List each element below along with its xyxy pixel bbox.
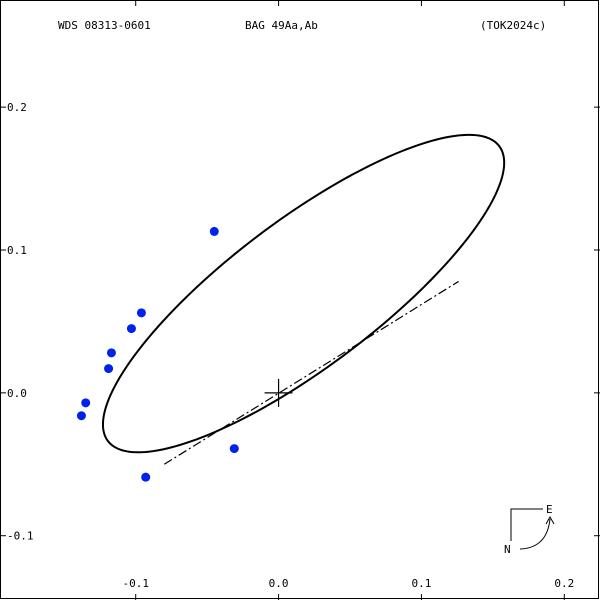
compass-arrowhead — [545, 515, 555, 525]
x-tick-label-1: 0.0 — [269, 577, 289, 590]
observation-point-7 — [141, 472, 151, 482]
compass-axes — [510, 508, 543, 541]
observation-points — [76, 226, 239, 482]
compass-east-label: E — [546, 503, 553, 516]
y-tick-label-2: 0.0 — [7, 387, 27, 400]
header-name: BAG 49Aa,Ab — [245, 19, 318, 32]
header-ref: (TOK2024c) — [480, 19, 546, 32]
x-tick-label-0: -0.1 — [122, 577, 149, 590]
observation-point-1 — [136, 308, 146, 318]
observation-point-4 — [104, 364, 114, 374]
observation-point-5 — [81, 398, 91, 408]
x-tick-label-2: 0.1 — [411, 577, 431, 590]
line-of-nodes — [163, 280, 459, 465]
y-tick-label-1: 0.1 — [7, 244, 27, 257]
y-tick-label-0: 0.2 — [7, 101, 27, 114]
orbit-ellipse — [101, 133, 506, 454]
compass: E N — [504, 503, 555, 556]
compass-arrow — [519, 518, 551, 550]
primary-star-cross — [264, 378, 293, 407]
observation-point-6 — [76, 411, 86, 421]
header-wds: WDS 08313-0601 — [58, 19, 151, 32]
observation-point-8 — [229, 444, 239, 454]
observation-point-2 — [126, 324, 136, 334]
observation-point-0 — [209, 226, 219, 236]
observation-point-3 — [106, 348, 116, 358]
x-tick-label-3: 0.2 — [554, 577, 574, 590]
y-tick-label-3: -0.1 — [7, 530, 34, 543]
compass-north-label: N — [504, 543, 511, 556]
